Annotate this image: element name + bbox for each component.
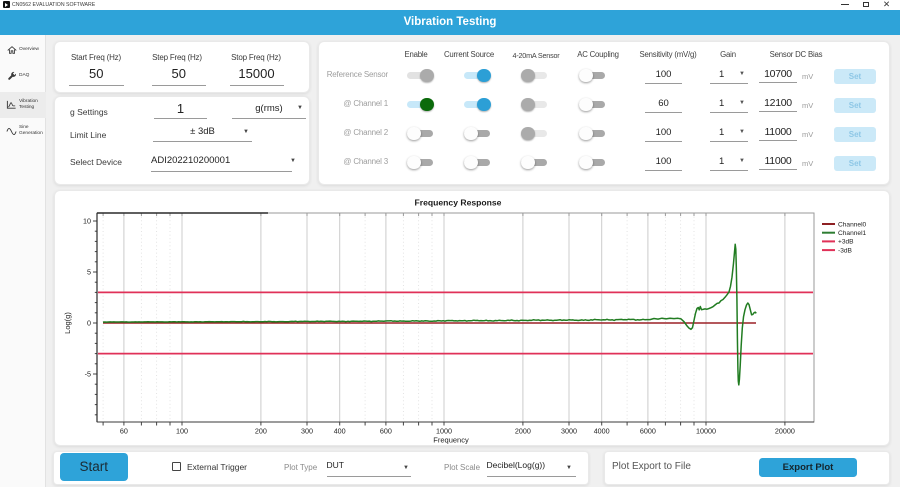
svg-text:Channel1: Channel1	[838, 230, 867, 237]
svg-text:200: 200	[255, 427, 267, 436]
svg-text:600: 600	[380, 427, 392, 436]
svg-text:6000: 6000	[640, 427, 656, 436]
svg-text:Frequency: Frequency	[433, 436, 469, 445]
svg-text:2000: 2000	[515, 427, 531, 436]
svg-text:300: 300	[301, 427, 313, 436]
svg-text:100: 100	[176, 427, 188, 436]
svg-text:5: 5	[87, 267, 91, 276]
svg-text:Channel0: Channel0	[838, 221, 867, 228]
svg-text:400: 400	[334, 427, 346, 436]
svg-text:10: 10	[83, 216, 91, 225]
svg-text:+3dB: +3dB	[838, 239, 854, 246]
svg-text:20000: 20000	[775, 427, 795, 436]
svg-text:4000: 4000	[594, 427, 610, 436]
svg-text:-5: -5	[85, 369, 91, 378]
svg-text:0: 0	[87, 318, 91, 327]
svg-text:10000: 10000	[696, 427, 716, 436]
svg-text:-3dB: -3dB	[838, 247, 853, 254]
svg-text:Frequency Response: Frequency Response	[415, 198, 502, 208]
svg-text:3000: 3000	[561, 427, 577, 436]
svg-text:60: 60	[120, 427, 128, 436]
svg-text:Log(g): Log(g)	[63, 312, 72, 334]
svg-text:1000: 1000	[436, 427, 452, 436]
